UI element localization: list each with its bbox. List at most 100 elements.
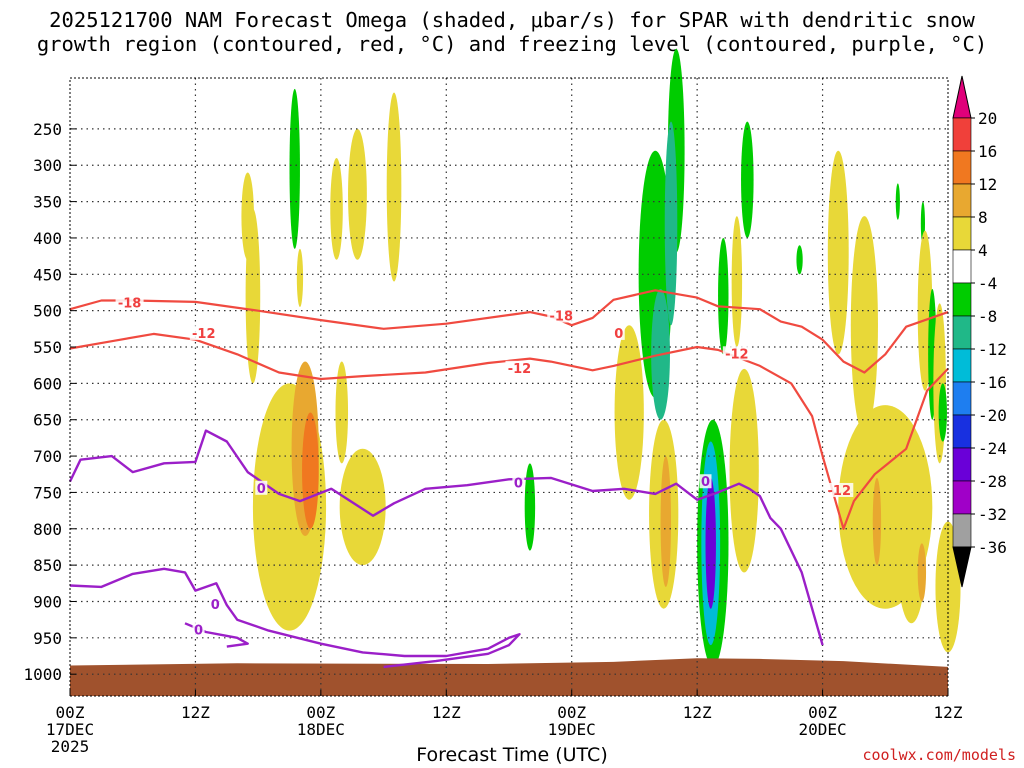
x-tick-label-60-line1: 12Z bbox=[683, 703, 712, 722]
x-tick-label-72-line2: 20DEC bbox=[798, 720, 846, 739]
contour-label-bg-6 bbox=[825, 482, 854, 497]
omega-shade-35 bbox=[895, 183, 900, 220]
omega-shade-27 bbox=[729, 368, 759, 573]
colorbar-segment-8 bbox=[952, 381, 972, 416]
omega-shade-26 bbox=[731, 216, 743, 348]
terrain-layer bbox=[70, 658, 948, 696]
x-tick-label-0-line1: 00Z bbox=[56, 703, 85, 722]
x-tick-label-0-line2: 17DEC bbox=[46, 720, 94, 739]
omega-shade-25 bbox=[741, 121, 754, 238]
contour-label-8: 0 bbox=[514, 477, 523, 492]
contour-label-bg-5 bbox=[722, 346, 751, 361]
credit-text: coolwx.com/models bbox=[862, 746, 1016, 764]
omega-shade-28 bbox=[796, 245, 803, 275]
colorbar-segment-3 bbox=[952, 216, 972, 251]
colorbar-label--16: -16 bbox=[978, 373, 1007, 392]
omega-shade-29 bbox=[827, 150, 849, 355]
contour-layer bbox=[68, 289, 949, 669]
contour-label-1: -12 bbox=[192, 327, 216, 342]
contour-label-bg-9 bbox=[699, 474, 712, 489]
y-tick-label-750: 750 bbox=[33, 483, 62, 502]
colorbar-label--20: -20 bbox=[978, 406, 1007, 425]
omega-shade-34 bbox=[917, 543, 927, 602]
colorbar-label--24: -24 bbox=[978, 439, 1007, 458]
terrain-fill bbox=[70, 658, 948, 696]
y-tick-label-450: 450 bbox=[33, 265, 62, 284]
colorbar-label-16: 16 bbox=[978, 142, 997, 161]
y-tick-label-700: 700 bbox=[33, 447, 62, 466]
colorbar-label-4: 4 bbox=[978, 241, 988, 260]
contour-label-0: -18 bbox=[118, 296, 142, 311]
chart-title: 2025121700 NAM Forecast Omega (shaded, μ… bbox=[0, 8, 1024, 56]
contour-label-7: 0 bbox=[257, 482, 266, 497]
dgz-contour--12-1 bbox=[69, 332, 949, 530]
contour-label-5: -12 bbox=[725, 347, 749, 362]
contour-label-2: -12 bbox=[508, 362, 532, 377]
y-tick-label-950: 950 bbox=[33, 629, 62, 648]
y-tick-label-550: 550 bbox=[33, 338, 62, 357]
y-tick-label-650: 650 bbox=[33, 411, 62, 430]
colorbar-segment-10 bbox=[952, 447, 972, 482]
omega-shade-4 bbox=[296, 248, 304, 308]
contour-label-11: 0 bbox=[211, 598, 220, 613]
omega-shade-12 bbox=[339, 448, 386, 566]
chart-title-line-1: 2025121700 NAM Forecast Omega (shaded, μ… bbox=[49, 8, 975, 32]
contour-label-4: 0 bbox=[614, 327, 623, 342]
x-tick-label-24-line1: 00Z bbox=[306, 703, 335, 722]
contour-label-bg-3 bbox=[547, 308, 576, 323]
colorbar-label--32: -32 bbox=[978, 505, 1007, 524]
y-tick-label-1000: 1000 bbox=[23, 665, 62, 684]
y-tick-label-400: 400 bbox=[33, 229, 62, 248]
omega-shade-18 bbox=[664, 121, 678, 326]
colorbar-segment-1 bbox=[952, 150, 972, 185]
colorbar-label-8: 8 bbox=[978, 208, 988, 227]
omega-shading-layer bbox=[241, 48, 961, 667]
x-tick-label-36-line1: 12Z bbox=[432, 703, 461, 722]
colorbar-label--4: -4 bbox=[978, 274, 997, 293]
omega-shade-13 bbox=[524, 463, 536, 551]
omega-shade-5 bbox=[330, 157, 343, 260]
omega-shade-2 bbox=[245, 208, 261, 384]
contour-label-layer: -18-12-12-180-12-120 0 000 bbox=[115, 295, 854, 639]
contour-label-bg-11 bbox=[209, 597, 222, 612]
y-tick-label-350: 350 bbox=[33, 193, 62, 212]
y-tick-label-250: 250 bbox=[33, 120, 62, 139]
colorbar-segment-12 bbox=[952, 513, 972, 548]
y-tick-label-800: 800 bbox=[33, 520, 62, 539]
dgz-contour--18-0 bbox=[69, 289, 949, 374]
freezing-contour-1 bbox=[69, 567, 521, 669]
colorbar-segment-6 bbox=[952, 315, 972, 350]
colorbar-label--28: -28 bbox=[978, 472, 1007, 491]
contour-label-bg-8 bbox=[512, 475, 525, 490]
omega-shade-20 bbox=[660, 456, 672, 587]
colorbar-bottom-arrow bbox=[952, 546, 972, 588]
colorbar-segment-11 bbox=[952, 480, 972, 515]
colorbar-label--36: -36 bbox=[978, 538, 1007, 557]
colorbar-label-12: 12 bbox=[978, 175, 997, 194]
contour-label-bg-1 bbox=[189, 325, 218, 340]
x-tick-label-72-line1: 00Z bbox=[808, 703, 837, 722]
chart-title-line-2: growth region (contoured, red, °C) and f… bbox=[36, 32, 988, 56]
contour-label-bg-10 bbox=[192, 622, 205, 637]
x-tick-label-48-line1: 00Z bbox=[557, 703, 586, 722]
colorbar-label-20: 20 bbox=[978, 109, 997, 128]
omega-shade-10 bbox=[302, 412, 319, 529]
contour-label-3: -18 bbox=[550, 309, 574, 324]
y-tick-label-850: 850 bbox=[33, 556, 62, 575]
freezing-contour-0 bbox=[68, 429, 824, 646]
x-axis-title: Forecast Time (UTC) bbox=[416, 744, 608, 766]
x-tick-label-12-line1: 12Z bbox=[181, 703, 210, 722]
axes-layer: 250 300 350 400 450 500 550 600 650 700 750 800 850 9… bbox=[23, 77, 963, 756]
colorbar-segment-4 bbox=[952, 249, 972, 284]
contour-label-bg-2 bbox=[505, 360, 534, 375]
x-tick-label-48-line2: 19DEC bbox=[548, 720, 596, 739]
colorbar-segment-2 bbox=[952, 183, 972, 218]
colorbar-label--12: -12 bbox=[978, 340, 1007, 359]
y-tick-label-900: 900 bbox=[33, 592, 62, 611]
omega-shade-14 bbox=[614, 325, 644, 500]
omega-shade-7 bbox=[386, 92, 402, 282]
x-tick-label-24-line2: 18DEC bbox=[297, 720, 345, 739]
y-tick-label-300: 300 bbox=[33, 156, 62, 175]
colorbar-segment-0 bbox=[952, 117, 972, 152]
